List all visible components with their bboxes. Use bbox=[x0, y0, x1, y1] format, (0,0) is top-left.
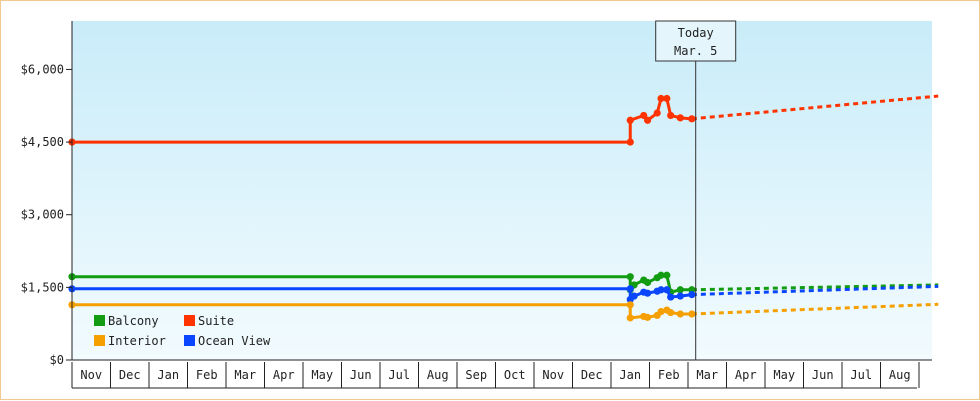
data-point bbox=[663, 271, 671, 279]
legend-swatch bbox=[184, 335, 195, 346]
x-tick-label: Apr bbox=[273, 368, 295, 382]
x-tick-label: Nov bbox=[80, 368, 102, 382]
y-tick-label: $3,000 bbox=[21, 208, 64, 222]
series-suite bbox=[68, 94, 939, 146]
x-tick-label: Jan bbox=[157, 368, 179, 382]
data-point bbox=[626, 314, 634, 322]
x-tick-label: Jul bbox=[388, 368, 410, 382]
legend-label: Ocean View bbox=[198, 334, 271, 348]
data-point bbox=[663, 286, 671, 294]
legend-label: Balcony bbox=[108, 314, 159, 328]
data-point bbox=[676, 286, 684, 294]
data-point bbox=[626, 273, 634, 281]
x-tick-label: Feb bbox=[196, 368, 218, 382]
x-tick-label: Dec bbox=[581, 368, 603, 382]
axis-layer: $0 $1,500 $3,000 $4,500 $6,000 Nov Dec Jan Feb Ma… bbox=[21, 21, 932, 389]
data-point bbox=[676, 292, 684, 300]
x-tick-label: Apr bbox=[735, 368, 757, 382]
data-point bbox=[657, 286, 665, 294]
legend-label: Suite bbox=[198, 314, 234, 328]
legend-swatch bbox=[184, 315, 195, 326]
x-tick-label: Aug bbox=[427, 368, 449, 382]
data-point bbox=[643, 278, 652, 287]
data-point bbox=[657, 94, 665, 103]
x-tick-label: Sep bbox=[465, 368, 487, 382]
data-point bbox=[657, 307, 665, 316]
x-tick-label: Jun bbox=[350, 368, 372, 382]
data-point bbox=[626, 138, 634, 146]
data-point bbox=[630, 292, 638, 300]
data-point bbox=[657, 271, 665, 279]
data-point bbox=[640, 111, 648, 120]
data-point bbox=[626, 301, 634, 309]
data-point bbox=[676, 310, 684, 318]
legend: Balcony Suite Interior Ocean View bbox=[94, 314, 271, 348]
data-point bbox=[688, 310, 696, 318]
legend-swatch bbox=[94, 335, 105, 346]
data-point bbox=[626, 116, 634, 124]
data-point bbox=[643, 313, 652, 321]
y-tick-label: $0 bbox=[50, 353, 64, 367]
series-layer bbox=[68, 94, 939, 322]
data-point bbox=[643, 116, 652, 124]
data-point bbox=[667, 308, 675, 317]
x-tick-label: Oct bbox=[504, 368, 526, 382]
data-point bbox=[663, 94, 671, 103]
data-point bbox=[676, 114, 684, 122]
data-point bbox=[688, 291, 696, 299]
legend-swatch bbox=[94, 315, 105, 326]
y-tick-label: $1,500 bbox=[21, 280, 64, 294]
x-tick-label: Mar bbox=[234, 368, 256, 382]
x-tick-label: Dec bbox=[119, 368, 141, 382]
x-tick-label: May bbox=[311, 368, 333, 382]
x-tick-label: Aug bbox=[889, 368, 911, 382]
data-point bbox=[667, 293, 675, 301]
today-marker: Today Mar. 5 bbox=[655, 20, 737, 360]
x-tick-label: Jul bbox=[850, 368, 872, 382]
data-point bbox=[688, 115, 696, 123]
today-box bbox=[655, 20, 737, 62]
today-date-label: Mar. 5 bbox=[674, 44, 717, 58]
today-label: Today bbox=[678, 26, 714, 40]
x-tick-label: Mar bbox=[696, 368, 718, 382]
data-point bbox=[653, 109, 661, 117]
data-point bbox=[667, 111, 675, 120]
x-tick-label: Feb bbox=[658, 368, 680, 382]
data-point bbox=[626, 285, 634, 293]
legend-label: Interior bbox=[108, 334, 166, 348]
series-interior bbox=[68, 301, 939, 322]
x-tick-label: Nov bbox=[542, 368, 564, 382]
y-tick-label: $4,500 bbox=[21, 135, 64, 149]
x-tick-label: Jun bbox=[812, 368, 834, 382]
y-tick-label: $6,000 bbox=[21, 62, 64, 76]
x-tick-label: May bbox=[773, 368, 795, 382]
x-tick-label: Jan bbox=[619, 368, 641, 382]
data-point bbox=[643, 289, 652, 297]
